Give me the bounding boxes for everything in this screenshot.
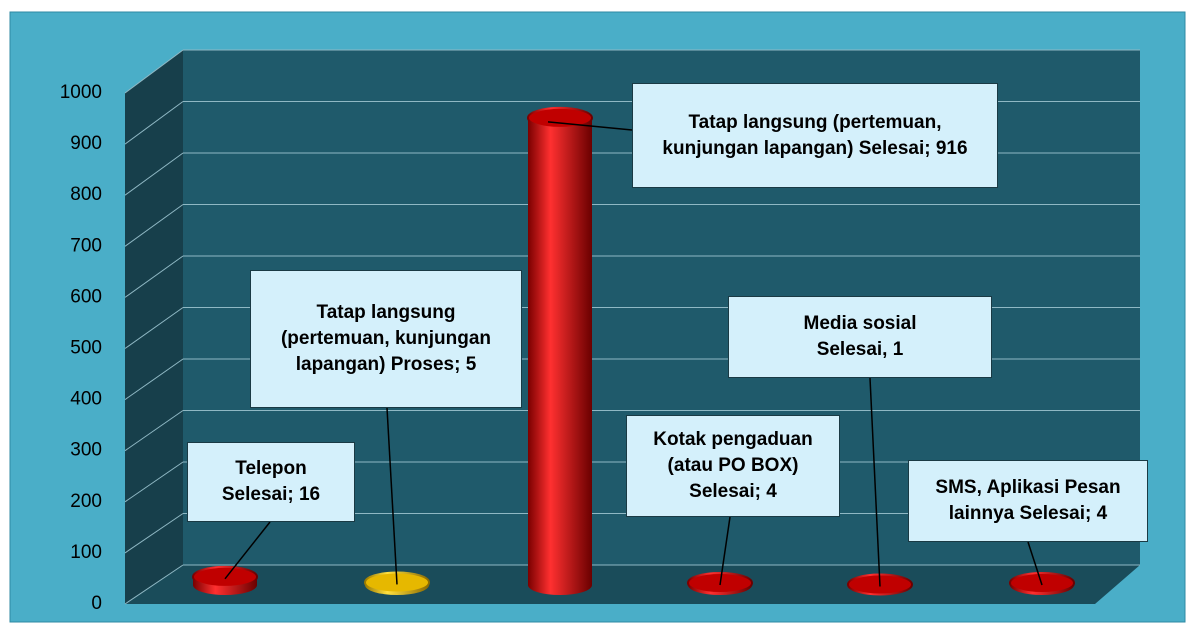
grid-line — [124, 461, 184, 503]
grid-line — [124, 204, 184, 247]
leader-line — [224, 521, 271, 580]
leader-line — [719, 516, 731, 586]
data-label: Kotak pengaduan (atau PO BOX) Selesai; 4 — [626, 415, 840, 517]
data-label: Media sosial Selesai, 1 — [728, 296, 992, 378]
leader-line — [547, 121, 633, 131]
y-tick-label: 400 — [70, 389, 102, 410]
leader-line — [1027, 541, 1043, 586]
y-tick-label: 200 — [70, 491, 102, 512]
grid-line — [124, 307, 184, 349]
y-tick-label: 700 — [70, 235, 102, 256]
grid-line — [124, 564, 184, 605]
side-wall — [125, 50, 183, 604]
y-tick-label: 500 — [70, 338, 102, 359]
y-tick-label: 300 — [70, 440, 102, 461]
y-tick-label: 600 — [70, 286, 102, 307]
bar — [527, 106, 593, 595]
leader-line — [869, 377, 881, 587]
y-tick-label: 900 — [70, 133, 102, 154]
y-tick-label: 1000 — [60, 82, 102, 103]
floor — [125, 565, 1140, 604]
grid-line — [124, 358, 184, 401]
y-tick-label: 0 — [91, 593, 102, 614]
grid-line — [124, 255, 184, 298]
grid-line — [124, 410, 184, 452]
bar-body — [528, 117, 592, 585]
grid-line — [124, 49, 184, 94]
data-label: Tatap langsung (pertemuan, kunjungan lap… — [632, 83, 998, 188]
grid-line — [124, 513, 184, 554]
bar-top — [192, 565, 258, 588]
grid-line — [124, 152, 184, 196]
y-tick-label: 100 — [70, 542, 102, 563]
data-label: Telepon Selesai; 16 — [187, 442, 355, 522]
leader-line — [386, 407, 398, 585]
grid-line — [124, 101, 184, 145]
bar-top — [527, 106, 593, 129]
bar — [192, 565, 258, 595]
y-tick-label: 800 — [70, 184, 102, 205]
data-label: SMS, Aplikasi Pesan lainnya Selesai; 4 — [908, 460, 1148, 542]
data-label: Tatap langsung (pertemuan, kunjungan lap… — [250, 270, 522, 408]
